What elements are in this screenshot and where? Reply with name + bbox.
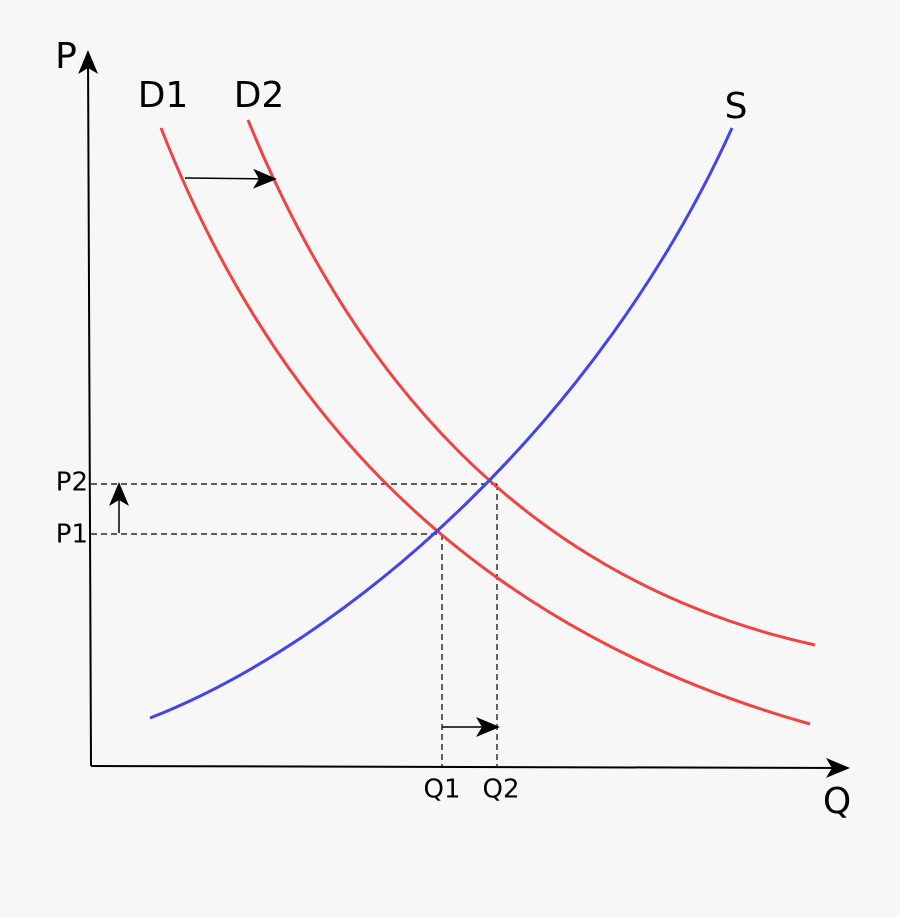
y-axis-label: P: [55, 36, 77, 77]
price-label: P1: [56, 520, 88, 550]
curve-label: S: [725, 86, 748, 127]
guide-lines: [91, 483, 498, 766]
demand-curve-2: [246, 119, 816, 647]
x-axis-label: Q: [823, 781, 851, 822]
quantity-label: Q2: [482, 775, 519, 805]
quantity-label: Q1: [423, 775, 460, 805]
curve-label: D1: [138, 75, 189, 116]
x-axis: [90, 757, 850, 778]
demand-curve-1: [159, 127, 811, 726]
price-label: P2: [56, 468, 88, 498]
demand-shift-arrow: [184, 168, 277, 189]
curve-label: D2: [234, 75, 285, 116]
supply-curve: [149, 127, 734, 720]
y-axis: [78, 50, 99, 767]
